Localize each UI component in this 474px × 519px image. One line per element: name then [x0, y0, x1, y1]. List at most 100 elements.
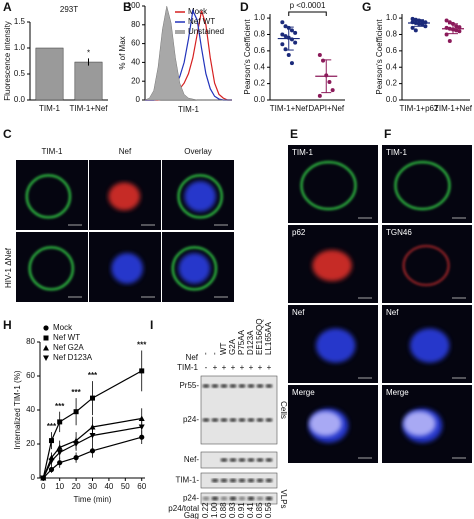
side-label: Cells [279, 401, 288, 419]
panel-letter: I [150, 318, 153, 332]
point [444, 18, 449, 23]
image-label: p62 [292, 228, 306, 237]
signal [108, 182, 141, 211]
band [229, 496, 237, 501]
marker [43, 345, 49, 351]
signal [402, 245, 450, 286]
band-label: p24- [183, 494, 199, 503]
marker [48, 466, 55, 473]
x-tick-label: 60 [137, 482, 146, 491]
lane-label: G2A [228, 338, 237, 355]
point [280, 42, 285, 47]
band [220, 458, 228, 462]
band [211, 478, 219, 483]
annotation: *** [88, 371, 98, 380]
lane-label: - [210, 352, 219, 355]
point [286, 52, 291, 57]
band [202, 418, 210, 422]
x-tick-label: TIM-1 [39, 104, 60, 113]
membrane [300, 161, 357, 210]
y-tick-label: 1.0 [386, 13, 398, 22]
point [280, 20, 285, 25]
ratio-value: 0.41 [246, 502, 255, 518]
x-tick-label: 40 [104, 482, 113, 491]
nucleus [111, 253, 143, 284]
point [330, 88, 335, 93]
point [423, 24, 428, 29]
point [454, 28, 459, 33]
point [457, 29, 462, 34]
band [265, 496, 273, 501]
image-label: TGN46 [386, 228, 412, 237]
column-label: Nef [119, 147, 132, 156]
panel-letter: G [362, 0, 371, 14]
chart-title: 293T [60, 5, 78, 14]
row-label: Nef [186, 353, 199, 362]
band [265, 418, 273, 422]
marker [43, 335, 49, 341]
y-tick-label: 0 [31, 473, 36, 482]
legend-label: Nef G2A [53, 343, 84, 352]
band [256, 418, 264, 422]
row-label: TIM-1 [177, 363, 198, 372]
band [265, 458, 273, 462]
lane-label: + [222, 363, 227, 372]
y-tick-label: 60 [131, 39, 140, 48]
y-tick-label: 0.6 [254, 46, 266, 55]
marker [48, 438, 54, 444]
nucleus [184, 181, 216, 212]
point [410, 25, 415, 30]
lane-label: + [213, 363, 218, 372]
membrane [171, 246, 217, 291]
panel-letter: E [290, 127, 298, 141]
ratio-label: Gag [184, 511, 199, 519]
point [321, 58, 326, 63]
band [211, 418, 219, 422]
band [238, 418, 246, 422]
lane-label: + [249, 363, 254, 372]
ratio-label: p24/total [168, 504, 199, 513]
y-tick-label: 100 [127, 1, 141, 10]
y-tick-label: 0.0 [254, 95, 266, 104]
lane-label: + [258, 363, 263, 372]
point [289, 28, 294, 33]
lane-label: LL165AA [264, 321, 273, 355]
marker [138, 424, 145, 430]
lane-label: - [205, 363, 208, 372]
bar [74, 61, 103, 101]
series-line [42, 426, 142, 479]
band-label: Nef- [184, 455, 199, 464]
y-tick-label: 0.4 [254, 62, 266, 71]
point [293, 40, 298, 45]
y-tick-label: 80 [26, 337, 35, 346]
annotation: * [87, 49, 90, 58]
x-tick-label: 30 [88, 482, 97, 491]
y-tick-label: 60 [26, 371, 35, 380]
column-label: Overlay [184, 147, 212, 156]
band-label: Pr55- [179, 381, 199, 390]
point [447, 39, 452, 44]
micrograph [288, 145, 378, 223]
ratio-value: 1.00 [210, 502, 219, 518]
y-tick-label: 1.0 [254, 13, 266, 22]
y-tick-label: 0.6 [386, 46, 398, 55]
x-tick-label: 10 [55, 482, 64, 491]
band [238, 458, 246, 462]
signal [403, 411, 436, 437]
marker [73, 441, 80, 447]
y-tick-label: 20 [26, 439, 35, 448]
marker [89, 433, 96, 439]
band [256, 384, 264, 388]
point [454, 24, 459, 29]
y-axis-label: Pearson's Coefficient [243, 19, 252, 95]
band [247, 458, 255, 462]
micrograph [16, 232, 88, 302]
x-tick-label: TIM-1+Nef [270, 104, 309, 113]
band-label: TIM-1- [175, 476, 199, 485]
point [280, 32, 285, 37]
marker [73, 409, 79, 415]
x-tick-label: 0 [41, 482, 46, 491]
series-line [42, 370, 143, 479]
point [447, 20, 452, 25]
image-label: Nef [292, 308, 305, 317]
